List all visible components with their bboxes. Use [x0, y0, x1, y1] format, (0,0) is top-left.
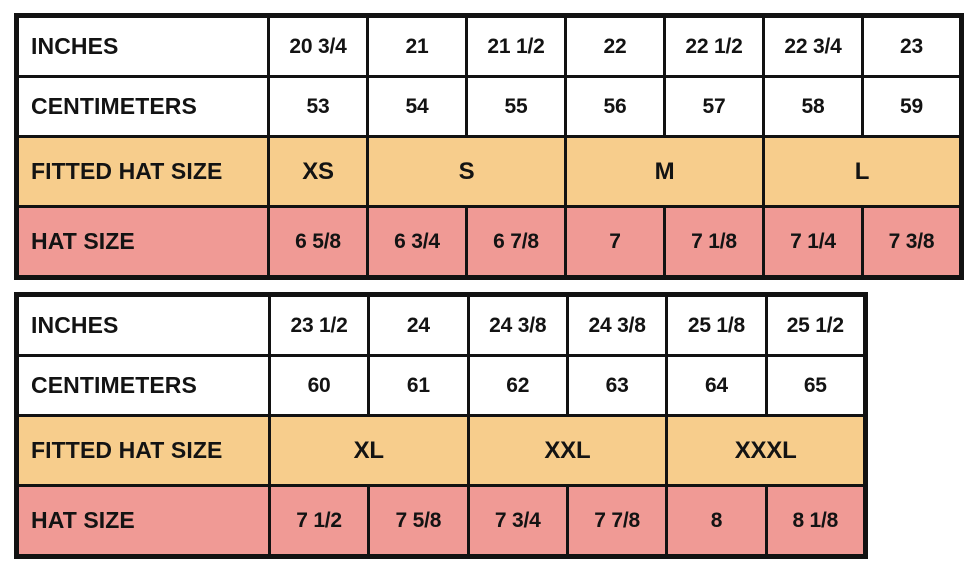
cell-hat-size-2: 6 3/4 [366, 205, 468, 279]
cell-inches-2: 21 [366, 14, 468, 78]
table-row-hat-size: HAT SIZE 7 1/2 7 5/8 7 3/4 7 7/8 8 8 1/8 [15, 484, 868, 558]
cell-hat-size-3: 6 7/8 [465, 205, 567, 279]
cell-hat-size-2: 7 5/8 [367, 484, 470, 558]
cell-hat-size-5: 8 [665, 484, 768, 558]
cell-centimeters-4: 63 [565, 354, 669, 417]
row-header-centimeters: CENTIMETERS [15, 354, 271, 417]
cell-centimeters-3: 62 [466, 354, 569, 417]
row-header-inches: INCHES [15, 14, 270, 78]
cell-inches-4: 22 [564, 14, 666, 78]
row-header-inches: INCHES [15, 293, 271, 357]
cell-fitted-size-s: S [366, 135, 567, 208]
cell-inches-5: 25 1/8 [665, 293, 768, 357]
row-header-hat-size: HAT SIZE [15, 205, 270, 279]
cell-hat-size-6: 8 1/8 [764, 484, 868, 558]
cell-centimeters-1: 53 [267, 75, 369, 138]
cell-fitted-size-xxl: XXL [466, 414, 669, 487]
cell-hat-size-4: 7 7/8 [565, 484, 669, 558]
table-row-inches: INCHES 20 3/4 21 21 1/2 22 22 1/2 22 3/4… [15, 14, 963, 78]
table-row-centimeters: CENTIMETERS 53 54 55 56 57 58 59 [15, 75, 963, 138]
cell-fitted-size-xxxl: XXXL [665, 414, 867, 487]
cell-centimeters-2: 61 [367, 354, 470, 417]
cell-inches-1: 20 3/4 [267, 14, 369, 78]
table-row-fitted-hat-size: FITTED HAT SIZE XS S M L [15, 135, 963, 208]
cell-hat-size-1: 6 5/8 [267, 205, 369, 279]
cell-inches-1: 23 1/2 [267, 293, 371, 357]
cell-hat-size-3: 7 3/4 [466, 484, 569, 558]
table-row-centimeters: CENTIMETERS 60 61 62 63 64 65 [15, 354, 868, 417]
table-row-hat-size: HAT SIZE 6 5/8 6 3/4 6 7/8 7 7 1/8 7 1/4… [15, 205, 963, 279]
cell-inches-6: 25 1/2 [764, 293, 868, 357]
table-row-inches: INCHES 23 1/2 24 24 3/8 24 3/8 25 1/8 25… [15, 293, 868, 357]
cell-centimeters-6: 65 [764, 354, 868, 417]
row-header-centimeters: CENTIMETERS [15, 75, 270, 138]
cell-inches-3: 24 3/8 [466, 293, 569, 357]
cell-inches-3: 21 1/2 [465, 14, 567, 78]
row-header-fitted-hat-size: FITTED HAT SIZE [15, 135, 270, 208]
cell-fitted-size-l: L [762, 135, 963, 208]
cell-centimeters-5: 57 [663, 75, 765, 138]
row-header-hat-size: HAT SIZE [15, 484, 271, 558]
cell-hat-size-1: 7 1/2 [267, 484, 371, 558]
row-header-fitted-hat-size: FITTED HAT SIZE [15, 414, 271, 487]
cell-fitted-size-xs: XS [267, 135, 369, 208]
cell-hat-size-4: 7 [564, 205, 666, 279]
cell-inches-6: 22 3/4 [762, 14, 864, 78]
cell-inches-4: 24 3/8 [565, 293, 669, 357]
cell-centimeters-6: 58 [762, 75, 864, 138]
cell-inches-7: 23 [861, 14, 963, 78]
hat-size-table-small-to-large: INCHES 20 3/4 21 21 1/2 22 22 1/2 22 3/4… [14, 13, 964, 280]
cell-hat-size-7: 7 3/8 [861, 205, 963, 279]
cell-inches-5: 22 1/2 [663, 14, 765, 78]
hat-size-table-xl-to-xxxl: INCHES 23 1/2 24 24 3/8 24 3/8 25 1/8 25… [14, 292, 868, 559]
cell-hat-size-5: 7 1/8 [663, 205, 765, 279]
cell-fitted-size-xl: XL [267, 414, 470, 487]
cell-hat-size-6: 7 1/4 [762, 205, 864, 279]
cell-fitted-size-m: M [564, 135, 765, 208]
cell-centimeters-3: 55 [465, 75, 567, 138]
cell-centimeters-4: 56 [564, 75, 666, 138]
cell-centimeters-7: 59 [861, 75, 963, 138]
cell-inches-2: 24 [367, 293, 470, 357]
cell-centimeters-2: 54 [366, 75, 468, 138]
cell-centimeters-5: 64 [665, 354, 768, 417]
cell-centimeters-1: 60 [267, 354, 371, 417]
table-row-fitted-hat-size: FITTED HAT SIZE XL XXL XXXL [15, 414, 867, 487]
